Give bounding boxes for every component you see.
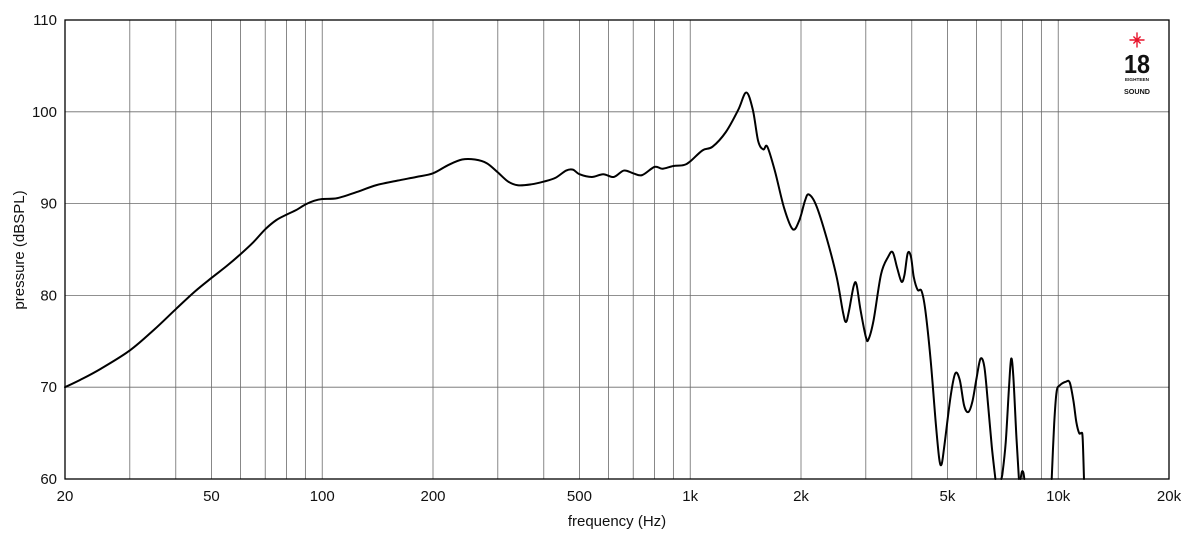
response-curve-segment	[1000, 357, 1020, 480]
logo-number: 18	[1124, 49, 1150, 79]
y-tick-label: 80	[40, 287, 57, 304]
x-tick-label: 200	[420, 488, 445, 505]
x-tick-label: 5k	[940, 488, 956, 505]
y-tick-label: 110	[33, 12, 57, 29]
response-curve-segment	[1050, 379, 1085, 480]
brand-logo: 18 EIGHTEEN SOUND	[1124, 32, 1150, 96]
tick-labels: 20 50 100 200 500 1k 2k 5k 10k 20k 60 70 80 90 100 110	[32, 12, 1182, 505]
plot-frame	[64, 19, 1170, 480]
x-tick-label: 100	[310, 488, 335, 505]
logo-line1: EIGHTEEN	[1125, 77, 1149, 82]
x-tick-label: 10k	[1046, 488, 1071, 505]
logo-line2: SOUND	[1124, 89, 1150, 96]
x-tick-label: 2k	[793, 488, 809, 505]
response-curve-segment	[1019, 470, 1026, 480]
y-tick-label: 60	[40, 471, 57, 488]
grid-lines	[65, 20, 1169, 479]
x-tick-label: 20	[57, 488, 74, 505]
response-curve-segment	[64, 91, 997, 480]
x-tick-label: 1k	[682, 488, 698, 505]
y-axis-label: pressure (dBSPL)	[11, 190, 28, 309]
x-tick-label: 50	[203, 488, 220, 505]
x-tick-label: 20k	[1157, 488, 1182, 505]
y-tick-label: 90	[40, 196, 57, 213]
response-curve	[64, 91, 1085, 480]
y-tick-label: 70	[40, 379, 57, 396]
x-tick-label: 500	[567, 488, 592, 505]
y-tick-label: 100	[32, 104, 57, 121]
logo-star-icon	[1129, 32, 1145, 48]
x-axis-label: frequency (Hz)	[568, 513, 666, 530]
